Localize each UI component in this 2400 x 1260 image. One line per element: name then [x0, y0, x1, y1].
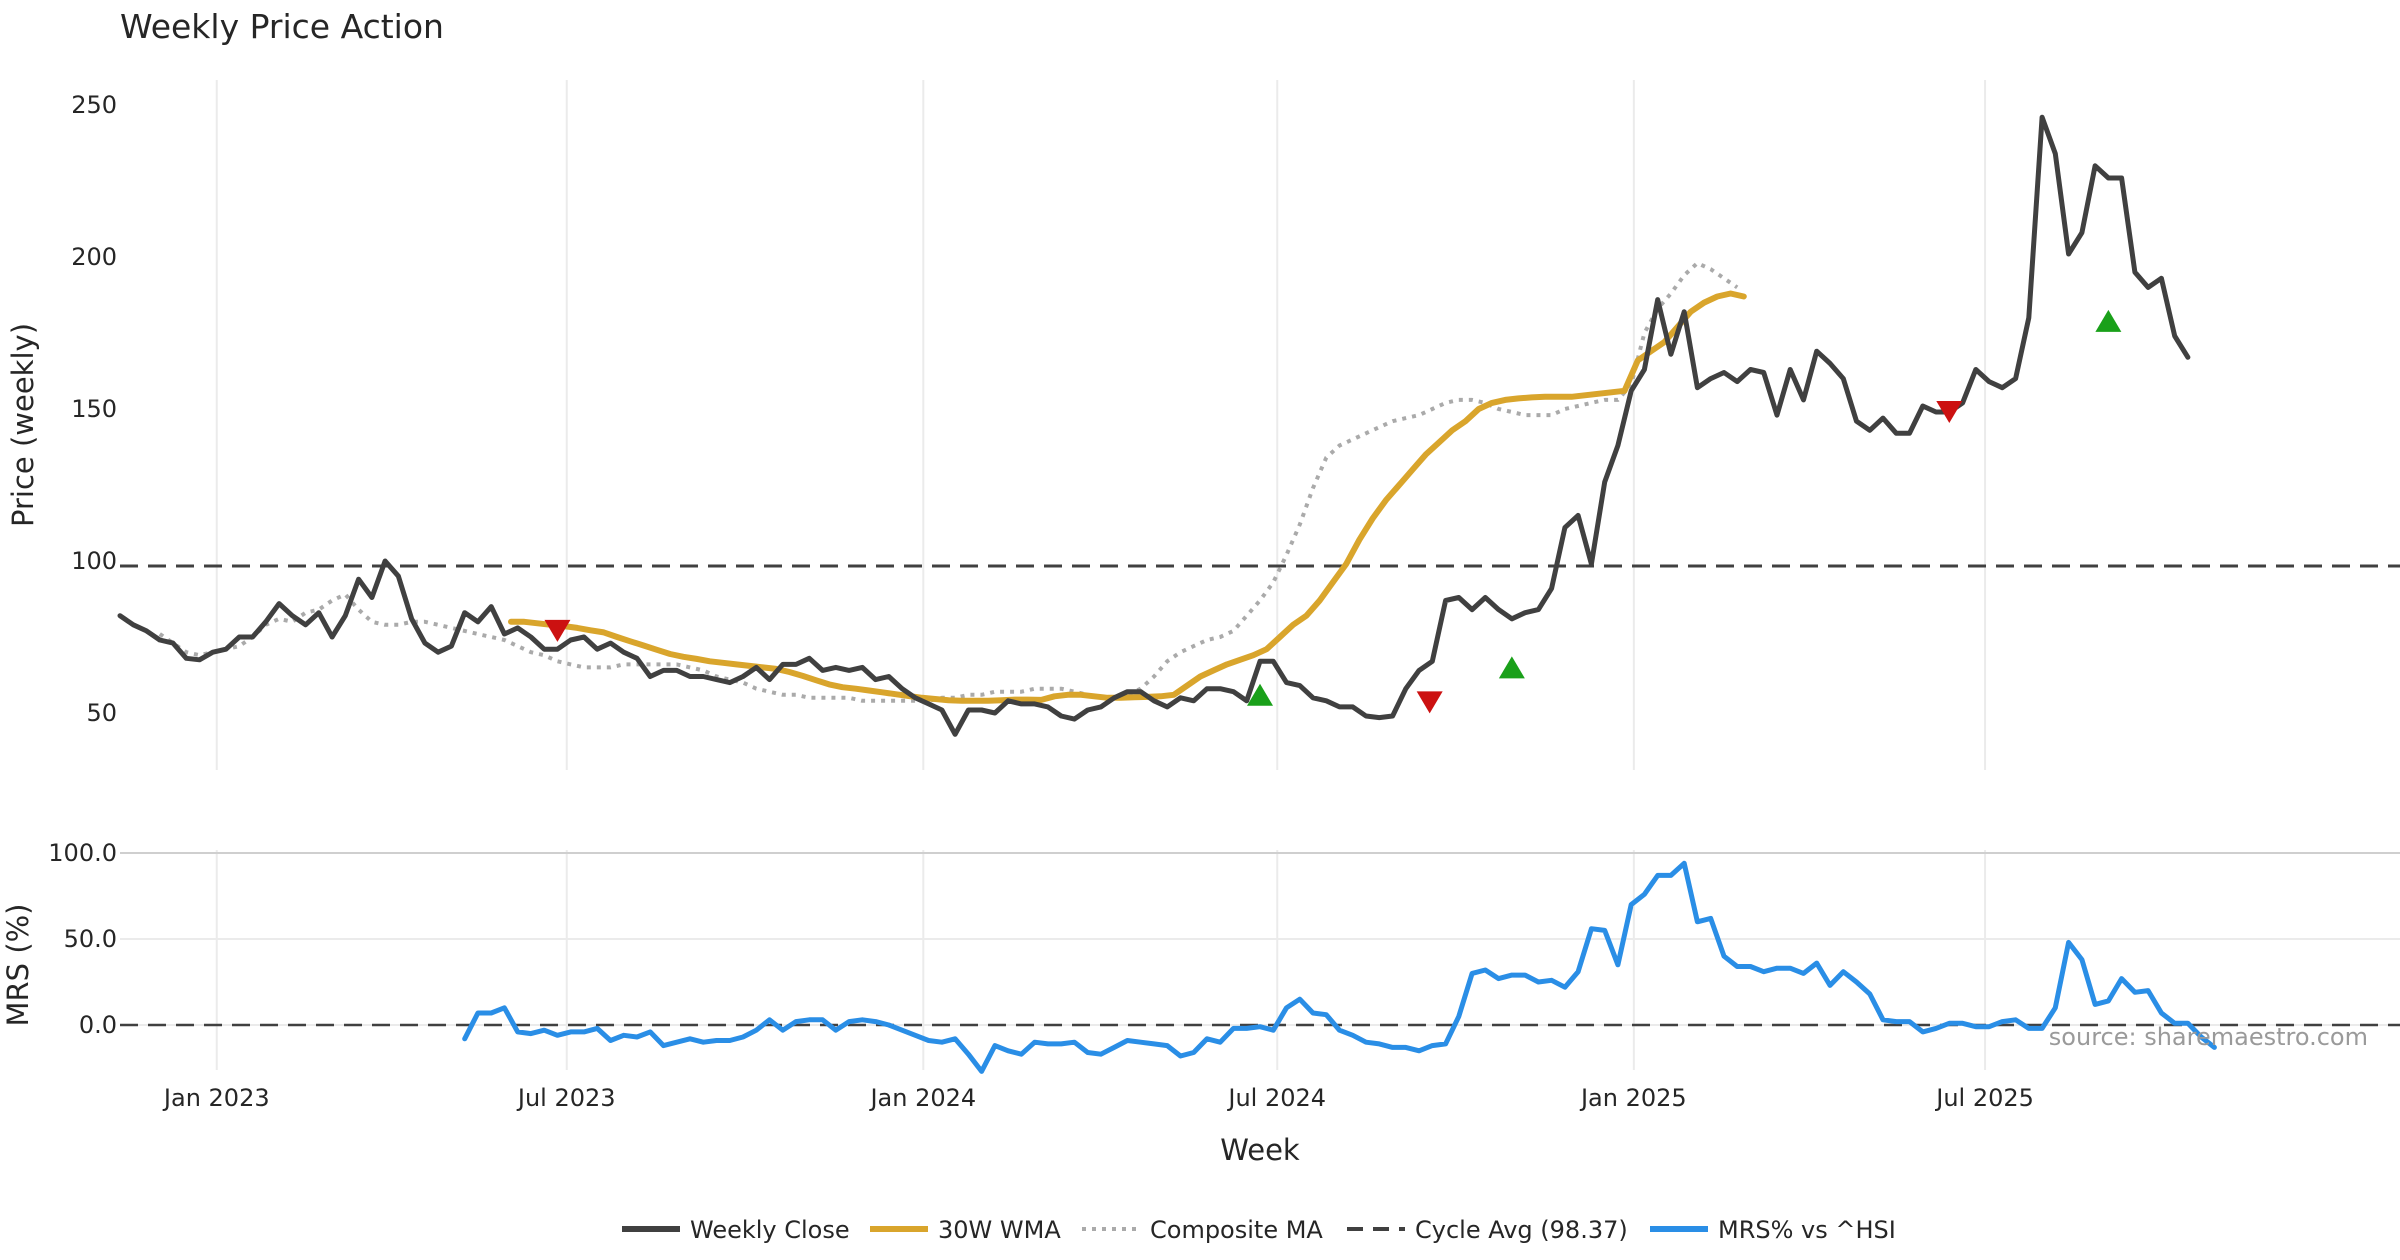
buy-signal-marker: [2095, 309, 2122, 332]
price-y-tick-label: 200: [71, 243, 117, 271]
x-tick-label: Jan 2023: [162, 1084, 270, 1112]
chart-title: Weekly Price Action: [120, 7, 444, 46]
x-tick-labels: Jan 2023 Jul 2023 Jan 2024 Jul 2024 Jan 2025…: [162, 1084, 2034, 1112]
x-axis-label: Week: [1220, 1133, 1300, 1167]
legend-label: 30W WMA: [938, 1216, 1061, 1244]
mrs-y-tick-label: 0.0: [79, 1011, 117, 1039]
y-tick-labels: 50 100 150 200 250 0.0 50.0 100.0: [48, 91, 117, 1039]
price-y-tick-label: 250: [71, 91, 117, 119]
wma-line: [508, 290, 1747, 704]
sell-signal-marker: [544, 619, 571, 642]
price-y-tick-label: 150: [71, 395, 117, 423]
price-panel: [117, 114, 2400, 737]
mrs-line: [462, 860, 2217, 1074]
buy-signal-marker: [1247, 683, 1273, 706]
sell-signal-marker: [1936, 401, 1963, 424]
x-tick-label: Jul 2025: [1934, 1084, 2034, 1112]
buy-signal-marker: [1498, 656, 1525, 679]
source-watermark: source: sharemaestro.com: [2049, 1023, 2368, 1051]
price-y-tick-label: 50: [86, 699, 117, 727]
mrs-panel: [120, 852, 2400, 1074]
sell-signal-marker: [1416, 691, 1443, 714]
legend-label: Weekly Close: [690, 1216, 850, 1244]
x-tick-label: Jul 2023: [516, 1084, 616, 1112]
legend-label: Cycle Avg (98.37): [1415, 1216, 1628, 1244]
x-tick-label: Jan 2024: [868, 1084, 976, 1112]
legend: Weekly Close 30W WMA Composite MA Cycle Avg…: [622, 1216, 1896, 1244]
mrs-y-tick-label: 50.0: [64, 925, 117, 953]
legend-label: MRS% vs ^HSI: [1718, 1216, 1896, 1244]
mrs-y-tick-label: 100.0: [48, 839, 117, 867]
price-y-tick-label: 100: [71, 547, 117, 575]
x-tick-label: Jan 2025: [1579, 1084, 1687, 1112]
x-tick-label: Jul 2024: [1226, 1084, 1326, 1112]
mrs-y-axis-label: MRS (%): [1, 904, 35, 1027]
price-y-axis-label: Price (weekly): [6, 323, 40, 527]
legend-label: Composite MA: [1150, 1216, 1323, 1244]
x-gridlines: [215, 80, 1987, 1070]
weekly-close-line: [117, 114, 2191, 737]
